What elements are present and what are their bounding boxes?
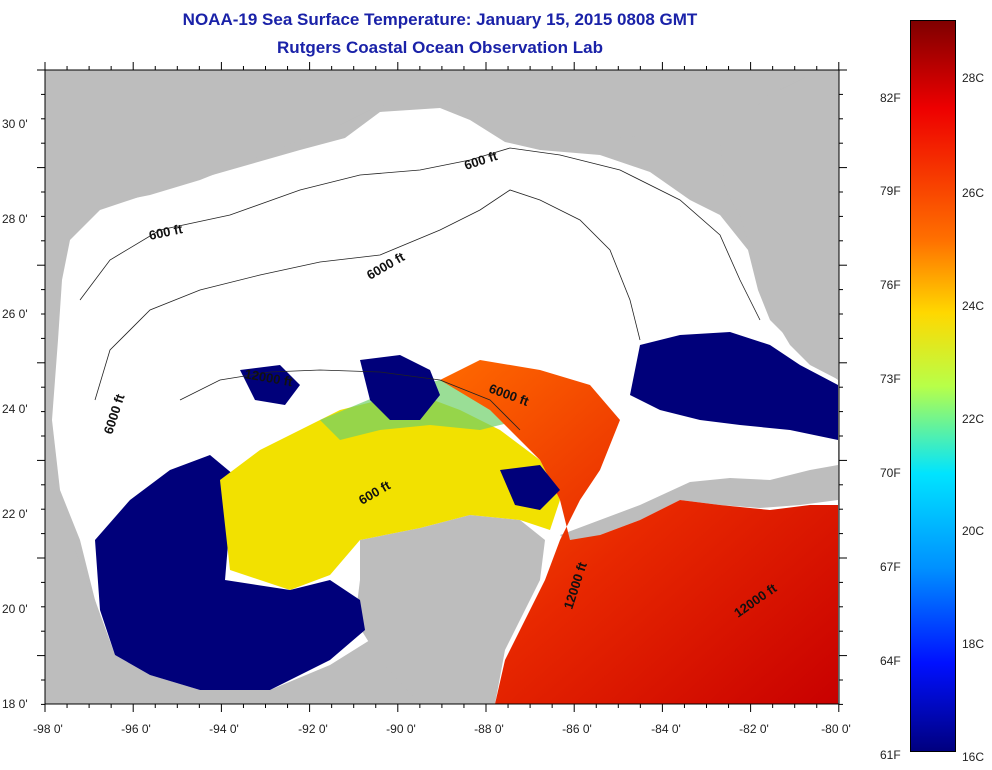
colorbar-c-label: 28C <box>962 71 985 85</box>
longitude-label: -96 0' <box>121 722 151 736</box>
florida-land <box>720 72 839 380</box>
cuba-land <box>560 465 838 545</box>
colorbar-c-label: 24C <box>962 299 985 313</box>
latitude-label: 20 0' <box>2 602 28 616</box>
yucatan-land <box>355 515 545 704</box>
north-coast-land <box>45 70 839 704</box>
axis-ticks <box>37 62 847 712</box>
contour-600ft-north <box>79 147 761 321</box>
colorbar-f-label: 76F <box>880 278 901 292</box>
colorbar-f-label: 67F <box>880 560 901 574</box>
contour-6000ft <box>94 189 641 401</box>
longitude-label: -86 0' <box>562 722 592 736</box>
latitude-label: 26 0' <box>2 307 28 321</box>
colorbar-c-label: 22C <box>962 412 985 426</box>
latitude-label: 28 0' <box>2 212 28 226</box>
map-subtitle: Rutgers Coastal Ocean Observation Lab <box>277 38 603 57</box>
temperature-colorbar <box>910 20 956 752</box>
longitude-label: -98 0' <box>33 722 63 736</box>
colorbar-f-label: 70F <box>880 466 901 480</box>
colorbar-c-label: 20C <box>962 524 985 538</box>
contour-12000ft <box>179 369 521 431</box>
colorbar-c-label: 26C <box>962 186 985 200</box>
longitude-label: -80 0' <box>821 722 851 736</box>
latitude-label: 18 0' <box>2 697 28 711</box>
warm-yellow-band <box>220 395 560 590</box>
longitude-label: -90 0' <box>386 722 416 736</box>
contour-label: 600 ft <box>148 221 185 243</box>
longitude-label: -92 0' <box>298 722 328 736</box>
cold-water-florida <box>630 332 838 440</box>
longitude-label: -94 0' <box>209 722 239 736</box>
map-title: NOAA-19 Sea Surface Temperature: January… <box>182 10 698 29</box>
longitude-label: -84 0' <box>651 722 681 736</box>
colorbar-c-label: 18C <box>962 637 985 651</box>
colorbar-gradient <box>911 21 955 751</box>
latitude-label: 30 0' <box>2 117 28 131</box>
colorbar-f-label: 64F <box>880 654 901 668</box>
warm-loop-current <box>440 360 838 704</box>
colorbar-f-label: 61F <box>880 748 901 762</box>
colorbar-f-label: 82F <box>880 91 901 105</box>
colorbar-c-label: 16C <box>962 750 985 764</box>
longitude-label: -88 0' <box>474 722 504 736</box>
colorbar-f-label: 79F <box>880 184 901 198</box>
cold-water-patches <box>240 355 560 510</box>
colorbar-f-label: 73F <box>880 372 901 386</box>
latitude-label: 22 0' <box>2 507 28 521</box>
longitude-label: -82 0' <box>739 722 769 736</box>
latitude-label: 24 0' <box>2 402 28 416</box>
cold-water-southwest <box>95 455 365 690</box>
